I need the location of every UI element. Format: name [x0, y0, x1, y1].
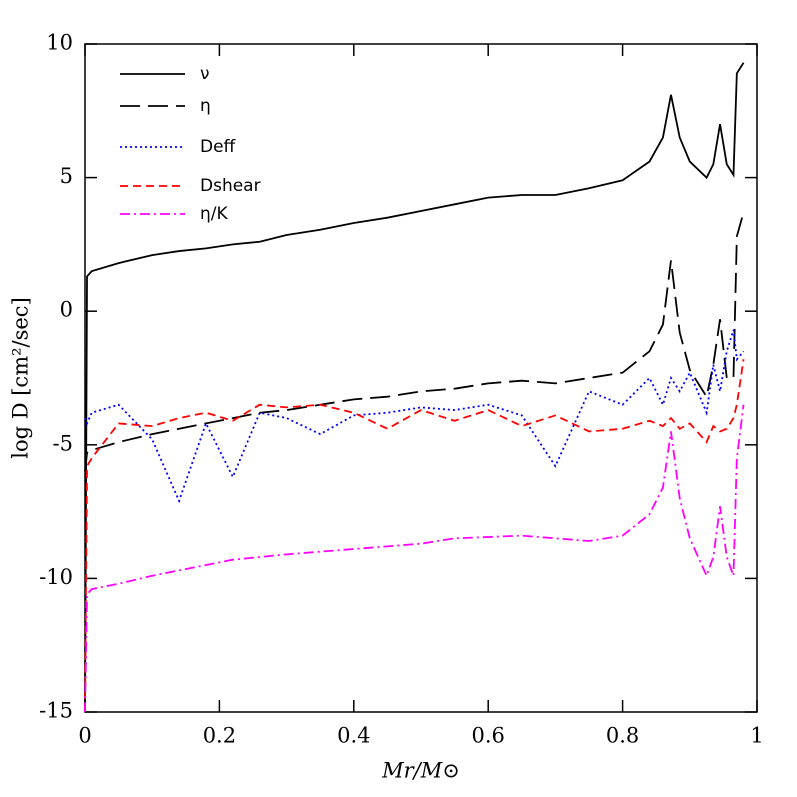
x-tick-label: 0.2 [203, 724, 236, 748]
series-line [84, 404, 745, 713]
series-line [84, 359, 745, 713]
series-line [84, 212, 745, 472]
legend-label: η/K [200, 204, 229, 224]
y-tick-label: 10 [46, 31, 73, 55]
legend-label: ν [200, 64, 210, 84]
y-tick-label: 5 [60, 164, 73, 188]
y-tick-label: 0 [60, 298, 73, 322]
series-line [84, 329, 745, 504]
y-axis-label: log D [cm²/sec] [9, 297, 33, 459]
y-tick-label: -15 [39, 699, 73, 723]
x-tick-label: 0.4 [337, 724, 370, 748]
legend-label: η [200, 96, 211, 116]
x-tick-label: 0.6 [471, 724, 504, 748]
plot-frame [84, 43, 758, 713]
legend-label: Dshear [200, 176, 261, 196]
y-tick-label: -5 [53, 431, 73, 455]
series-line [84, 62, 745, 713]
x-tick-label: 0.8 [606, 724, 639, 748]
legend-label: Deff [200, 137, 237, 157]
y-tick-label: -10 [39, 565, 73, 589]
x-axis-label: Mr/M⊙ [381, 759, 460, 783]
x-tick-label: 1 [750, 724, 763, 748]
x-tick-label: 0 [78, 724, 91, 748]
